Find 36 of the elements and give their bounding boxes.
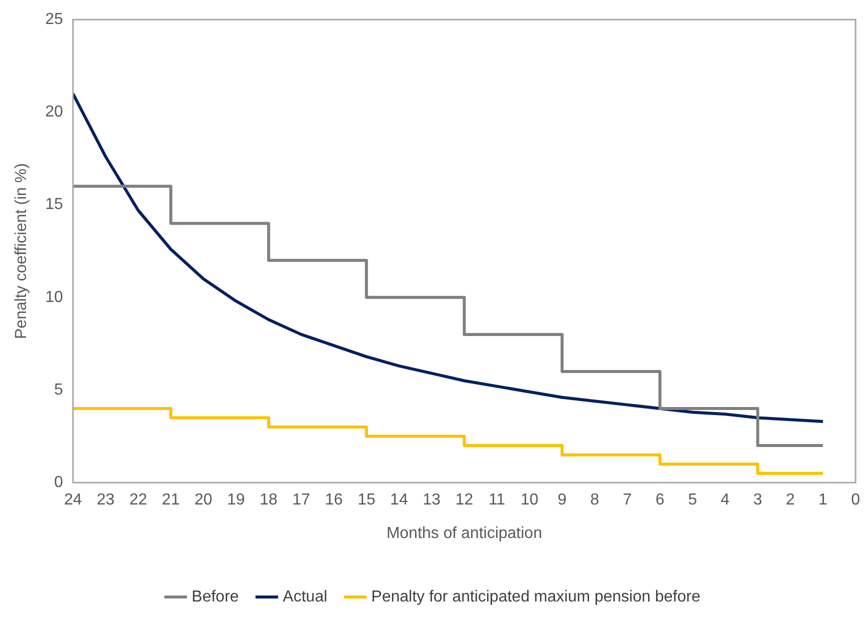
legend-label: Actual	[282, 588, 328, 606]
x-axis-title: Months of anticipation	[386, 524, 542, 542]
x-tick-label: 17	[292, 492, 310, 509]
x-tick-label: 19	[227, 492, 246, 509]
x-tick-label: 8	[590, 492, 600, 509]
x-tick-label: 16	[324, 492, 343, 509]
x-tick-label: 0	[851, 492, 860, 509]
x-tick-label: 18	[260, 492, 278, 509]
x-tick-label: 12	[455, 492, 474, 509]
legend-label: Before	[192, 588, 239, 606]
x-tick-label: 15	[358, 492, 376, 509]
legend-label: Penalty for anticipated maxium pension before	[371, 588, 700, 606]
y-tick-label: 15	[45, 196, 64, 214]
x-tick-label: 24	[64, 492, 82, 509]
x-tick-label: 5	[688, 492, 698, 509]
x-tick-label: 9	[558, 492, 567, 509]
x-tick-label: 1	[818, 492, 828, 509]
x-tick-label: 11	[488, 492, 506, 509]
x-tick-label: 21	[162, 492, 180, 509]
x-tick-label: 14	[390, 492, 408, 509]
x-tick-label: 22	[129, 492, 148, 509]
x-tick-label: 20	[194, 492, 212, 509]
x-tick-label: 6	[655, 492, 664, 509]
y-tick-label: 5	[54, 381, 64, 398]
x-tick-label: 10	[520, 492, 538, 509]
x-tick-label: 3	[753, 492, 762, 509]
y-tick-label: 0	[54, 474, 64, 492]
x-tick-label: 4	[720, 492, 730, 509]
x-tick-label: 23	[96, 492, 115, 509]
y-tick-label: 20	[45, 104, 64, 121]
x-tick-label: 13	[422, 492, 441, 509]
y-axis-title: Penalty coefficient (in %)	[13, 163, 30, 339]
y-tick-label: 10	[45, 288, 64, 306]
x-tick-label: 7	[622, 492, 632, 509]
y-tick-label: 25	[45, 11, 64, 28]
x-tick-label: 2	[786, 492, 795, 509]
